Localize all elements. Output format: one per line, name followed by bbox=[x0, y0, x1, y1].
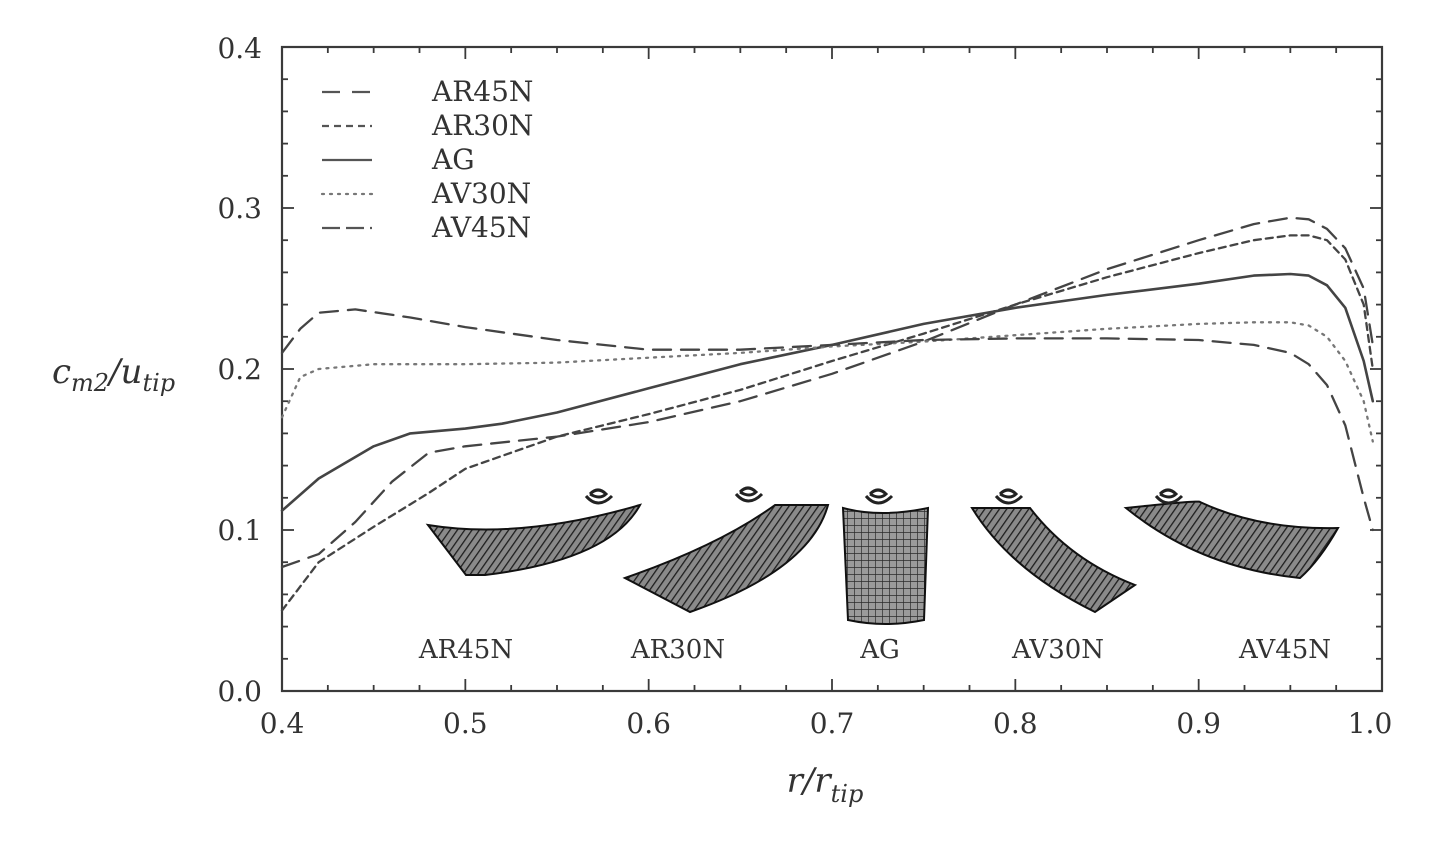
blade-av30n-section-icon bbox=[994, 488, 1024, 505]
blade-ar30n-shape bbox=[622, 504, 830, 614]
blade-av30n-shape bbox=[970, 507, 1138, 614]
y-tick-label-0.1: 0.1 bbox=[217, 514, 262, 547]
y-tick-label-0.2: 0.2 bbox=[217, 353, 262, 386]
blade-ag-section-icon bbox=[864, 488, 894, 505]
x-axis-title-sub: tip bbox=[831, 780, 864, 808]
blade-label-ar45n: AR45N bbox=[418, 635, 513, 665]
x-tick-labels: 0.4 0.5 0.6 0.7 0.8 0.9 1.0 bbox=[260, 707, 1393, 740]
blade-av45n-shape bbox=[1123, 500, 1340, 580]
y-tick-label-0.0: 0.0 bbox=[217, 675, 262, 708]
legend-label-av30n: AV30N bbox=[431, 177, 531, 210]
legend-label-ar30n: AR30N bbox=[431, 109, 533, 142]
y-tick-label-0.3: 0.3 bbox=[217, 192, 262, 225]
blade-label-ag: AG bbox=[859, 635, 900, 665]
blade-ar45n: AR45N bbox=[418, 488, 643, 665]
blade-ag-shape bbox=[841, 506, 930, 625]
x-tick-label-0.8: 0.8 bbox=[993, 707, 1038, 740]
legend-label-ag: AG bbox=[431, 143, 475, 176]
y-axis-title: cm2/utip bbox=[52, 352, 175, 397]
y-axis-title-sub1: m2 bbox=[71, 369, 109, 397]
y-tick-labels: 0.0 0.1 0.2 0.3 0.4 bbox=[217, 32, 262, 708]
blade-ar30n: AR30N bbox=[622, 486, 830, 665]
y-axis-title-sub2: tip bbox=[142, 369, 175, 397]
series-line-ar30n bbox=[280, 234, 1374, 612]
x-tick-label-0.9: 0.9 bbox=[1176, 707, 1221, 740]
x-tick-label-1.0: 1.0 bbox=[1348, 707, 1393, 740]
legend-label-av45n: AV45N bbox=[431, 211, 531, 244]
x-tick-label-0.7: 0.7 bbox=[810, 707, 855, 740]
series-line-ar45n bbox=[280, 216, 1374, 569]
legend-label-ar45n: AR45N bbox=[431, 75, 533, 108]
x-axis-title-main: r/r bbox=[787, 761, 833, 801]
x-tick-label-0.5: 0.5 bbox=[443, 707, 488, 740]
blade-ag: AG bbox=[841, 488, 930, 665]
blade-ar45n-section-icon bbox=[584, 488, 614, 505]
series-line-ag bbox=[280, 272, 1375, 512]
blade-label-ar30n: AR30N bbox=[630, 635, 725, 665]
tick-marks bbox=[281, 46, 1383, 692]
x-tick-label-0.4: 0.4 bbox=[260, 707, 305, 740]
legend: AR45N AR30N AG AV30N AV45N bbox=[320, 75, 533, 244]
y-axis-title-mid: /u bbox=[106, 352, 142, 392]
series-line-av30n bbox=[280, 321, 1374, 443]
blade-label-av30n: AV30N bbox=[1011, 635, 1104, 665]
x-tick-label-0.6: 0.6 bbox=[626, 707, 671, 740]
blade-label-av45n: AV45N bbox=[1238, 635, 1331, 665]
blade-av30n: AV30N bbox=[970, 488, 1138, 665]
y-axis-title-main: c bbox=[52, 352, 71, 392]
series-line-av45n bbox=[280, 308, 1374, 532]
blade-illustrations: AR45N AR30N AG AV30N AV45N bbox=[418, 486, 1340, 665]
blade-av45n: AV45N bbox=[1123, 488, 1340, 665]
blade-ar30n-section-icon bbox=[734, 486, 764, 503]
blade-ar45n-shape bbox=[425, 503, 643, 576]
series-lines bbox=[280, 216, 1375, 612]
blade-av45n-section-icon bbox=[1154, 488, 1184, 505]
x-axis-title: r/rtip bbox=[787, 761, 864, 808]
y-tick-label-0.4: 0.4 bbox=[217, 32, 262, 65]
